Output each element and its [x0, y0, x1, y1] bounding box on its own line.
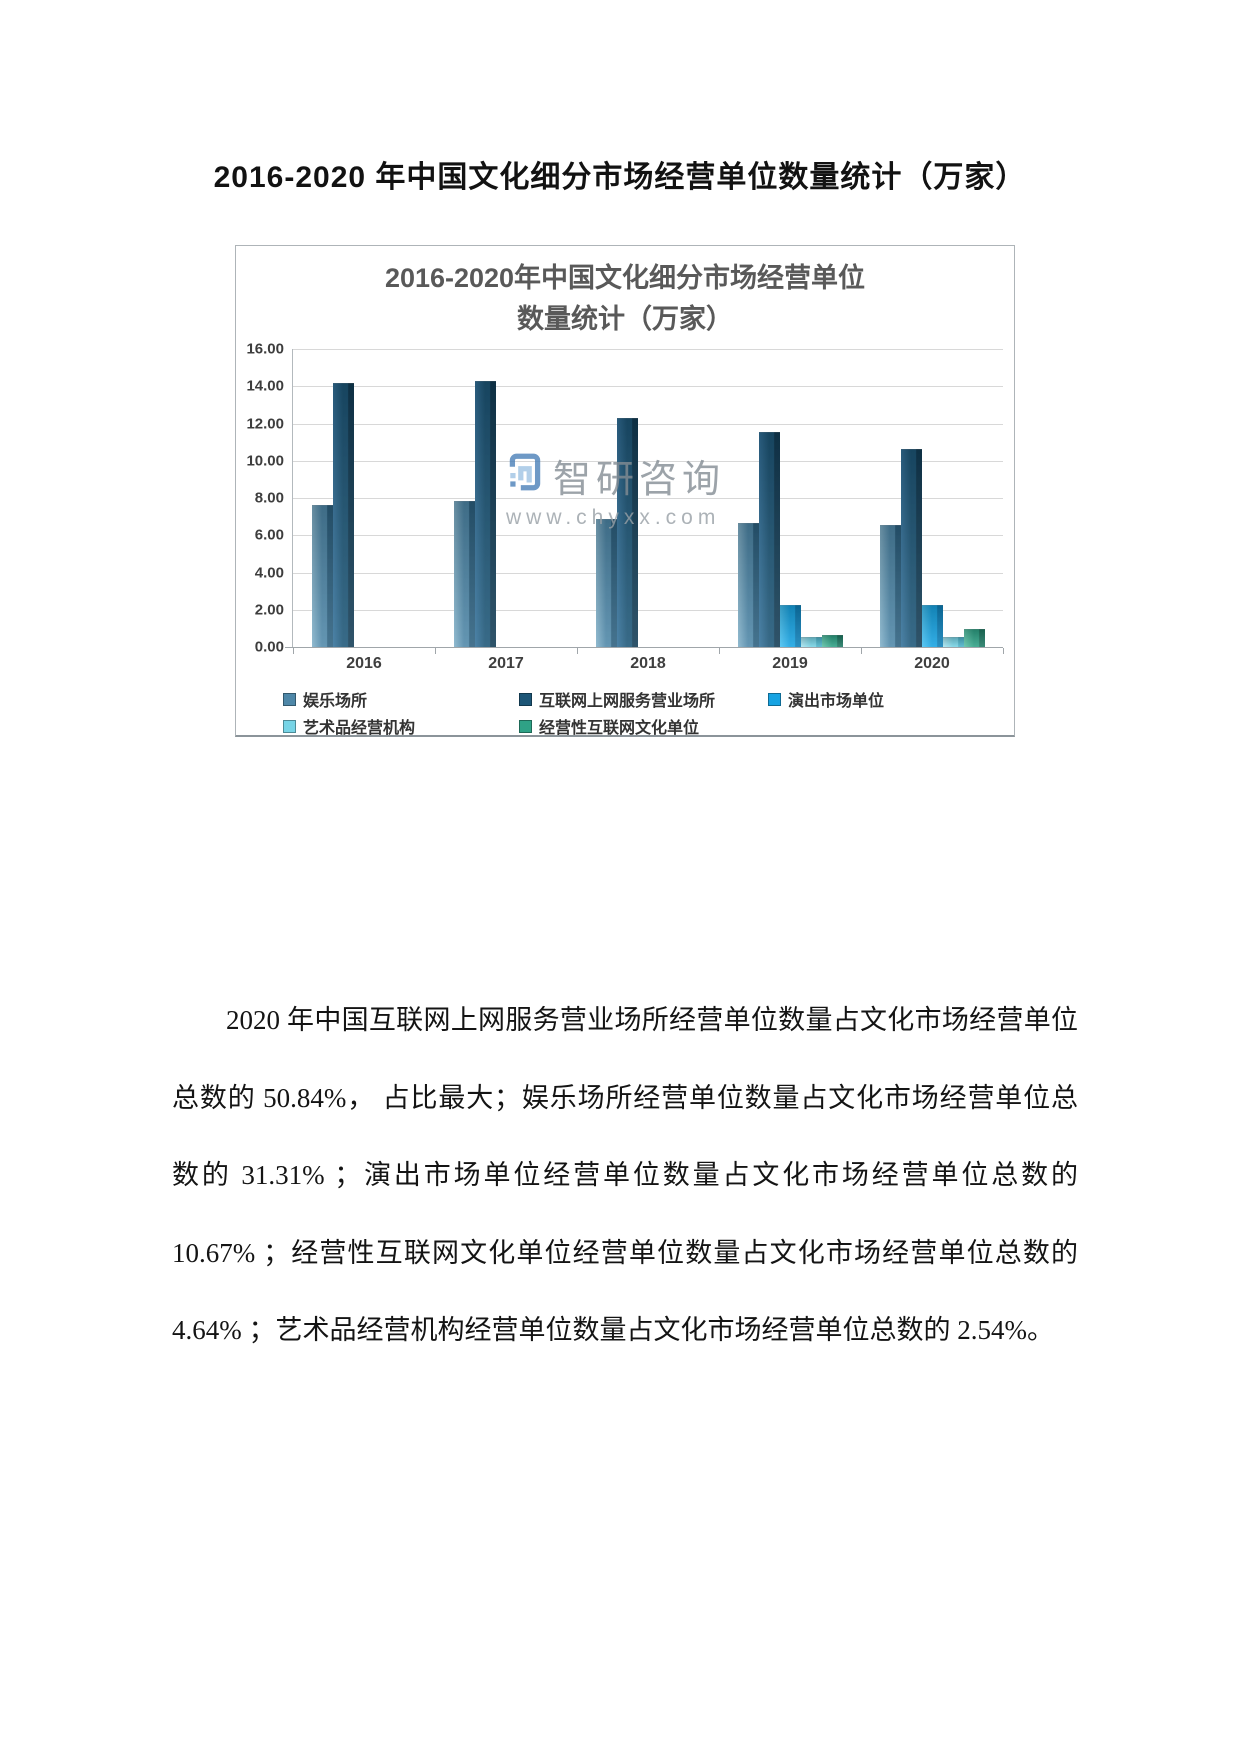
body-paragraph: 2020 年中国互联网上网服务营业场所经营单位数量占文化市场经营单位总数的 50… [172, 1005, 1078, 1345]
bar-演出市场单位-2019 [779, 605, 801, 647]
bar-艺术品经营机构-2019 [800, 636, 822, 647]
page-title: 2016-2020 年中国文化细分市场经营单位数量统计（万家） [213, 161, 1027, 194]
x-axis-tick [861, 648, 862, 654]
gridline [293, 423, 1003, 425]
chart-title-line1: 2016-2020年中国文化细分市场经营单位 [384, 263, 866, 293]
x-tick-label: 2020 [914, 655, 950, 672]
x-axis-tick [293, 648, 294, 654]
watermark-brand: 智研咨询 [553, 459, 726, 501]
legend-swatch [283, 719, 296, 733]
legend-swatch [519, 719, 532, 733]
legend-swatch [283, 692, 296, 706]
chart-title: 2016-2020年中国文化细分市场经营单位 数量统计（万家） [236, 258, 1014, 340]
y-tick-label: 2.00 [254, 601, 284, 619]
bar-娱乐场所-2016 [311, 504, 333, 647]
watermark: 智研咨询 www.chyxx.com [506, 448, 725, 530]
x-axis-line [285, 647, 1003, 648]
y-tick-label: 10.00 [246, 452, 284, 470]
gridline [293, 386, 1003, 388]
x-axis-tick [435, 648, 436, 654]
y-tick-label: 8.00 [254, 489, 284, 507]
bar-互联网上网服务营业场所-2016 [332, 383, 354, 647]
bar-互联网上网服务营业场所-2020 [900, 449, 922, 647]
bar-娱乐场所-2019 [737, 522, 759, 647]
x-tick-label: 2016 [346, 655, 382, 672]
watermark-url: www.chyxx.com [506, 506, 721, 529]
chart-figure: 2016-2020年中国文化细分市场经营单位 数量统计（万家） 0.00 2.00… [235, 245, 1015, 737]
y-tick-label: 6.00 [254, 526, 284, 544]
brand-logo-icon [506, 452, 544, 499]
legend-label: 娱乐场所 [303, 693, 368, 710]
x-tick-label: 2017 [488, 655, 524, 672]
legend-swatch [519, 692, 532, 706]
y-tick-label: 4.00 [254, 564, 284, 581]
bar-娱乐场所-2018 [595, 519, 617, 647]
legend-item-演出市场单位: 演出市场单位 [768, 687, 884, 711]
bar-经营性互联网文化单位-2020 [963, 628, 985, 647]
y-tick-label: 14.00 [246, 377, 284, 395]
legend-item-娱乐场所: 娱乐场所 [283, 687, 367, 711]
legend-swatch [768, 692, 781, 706]
bar-经营性互联网文化单位-2019 [821, 635, 843, 647]
y-tick-label: 12.00 [246, 415, 284, 432]
x-axis-tick [719, 648, 720, 654]
bar-娱乐场所-2020 [879, 525, 901, 647]
chart-title-line2: 数量统计（万家） [517, 304, 733, 334]
x-axis-tick [577, 648, 578, 654]
gridline [293, 460, 1003, 462]
x-tick-label: 2018 [630, 655, 666, 672]
bar-艺术品经营机构-2020 [942, 637, 964, 647]
gridline [293, 572, 1003, 574]
bar-娱乐场所-2017 [453, 500, 475, 647]
plot-area: 0.00 2.00 4.00 6.00 8.00 10.00 12.00 14.00 16.00… [236, 246, 1014, 738]
bar-互联网上网服务营业场所-2019 [758, 431, 780, 647]
y-tick-label: 16.00 [246, 340, 284, 358]
legend-item-艺术品经营机构: 艺术品经营机构 [283, 714, 415, 738]
legend-label: 艺术品经营机构 [303, 720, 416, 737]
legend-item-经营性互联网文化单位: 经营性互联网文化单位 [519, 714, 699, 738]
gridline [293, 349, 1003, 350]
gridline [293, 498, 1003, 499]
legend-label: 互联网上网服务营业场所 [539, 693, 716, 710]
bar-互联网上网服务营业场所-2018 [616, 417, 638, 647]
legend-item-互联网上网服务营业场所: 互联网上网服务营业场所 [519, 687, 715, 711]
bar-演出市场单位-2020 [921, 605, 943, 647]
x-axis-tick [1003, 648, 1004, 654]
gridline [293, 609, 1003, 611]
x-tick-label: 2019 [772, 655, 808, 672]
y-axis-line [292, 349, 293, 647]
legend-label: 经营性互联网文化单位 [539, 720, 700, 737]
legend-label: 演出市场单位 [788, 693, 885, 710]
y-tick-label: 0.00 [254, 638, 284, 656]
gridline [293, 535, 1003, 537]
bar-互联网上网服务营业场所-2017 [474, 380, 496, 647]
